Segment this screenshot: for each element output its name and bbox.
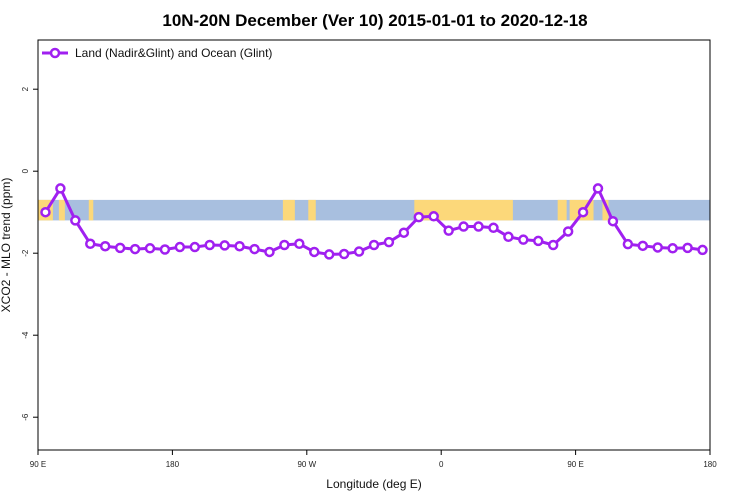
- data-point: [114, 242, 126, 254]
- data-point: [70, 215, 81, 226]
- legend-point-marker: [49, 47, 61, 59]
- x-tick-label: 0: [439, 460, 444, 469]
- legend: Land (Nadir&Glint) and Ocean (Glint): [42, 46, 272, 60]
- data-point: [622, 238, 634, 250]
- data-point: [518, 234, 529, 245]
- data-point: [368, 239, 380, 251]
- land-caribbean: [308, 199, 316, 221]
- x-tick-label: 90 E: [567, 460, 583, 469]
- data-point: [428, 211, 439, 222]
- data-point: [294, 238, 305, 250]
- data-point: [443, 225, 454, 236]
- data-point: [562, 226, 574, 237]
- y-tick-label: 2: [21, 86, 30, 91]
- data-point: [682, 242, 693, 254]
- data-point: [234, 240, 245, 252]
- data-point: [159, 244, 171, 255]
- x-axis: 90 E 180 90 W 0 90 E 180: [30, 450, 717, 469]
- data-point: [99, 240, 111, 252]
- x-axis-label: Longitude (deg E): [326, 477, 421, 491]
- y-axis: 2 0 -2 -4 -6: [21, 86, 38, 421]
- chart-title: 10N-20N December (Ver 10) 2015-01-01 to …: [162, 11, 587, 30]
- data-point: [279, 239, 290, 251]
- data-point: [129, 243, 141, 255]
- data-point: [264, 246, 275, 258]
- x-tick-label: 90 E: [30, 460, 46, 469]
- data-point: [309, 246, 320, 258]
- x-tick-label: 180: [166, 460, 180, 469]
- data-point: [488, 222, 499, 234]
- data-point: [40, 206, 51, 218]
- data-point: [667, 243, 678, 254]
- y-tick-label: -4: [21, 331, 30, 339]
- data-point: [249, 243, 260, 255]
- data-point: [652, 242, 663, 253]
- data-point: [85, 238, 96, 250]
- land-india-tip: [557, 199, 567, 221]
- data-point: [697, 244, 708, 256]
- series-layer: [40, 183, 708, 260]
- data-point: [338, 248, 350, 260]
- data-point: [533, 235, 544, 247]
- plot-frame: [37, 39, 711, 451]
- y-tick-label: -6: [21, 413, 30, 421]
- data-point: [547, 239, 559, 251]
- data-point: [607, 215, 619, 227]
- data-point: [592, 183, 604, 194]
- y-axis-label: XCO2 - MLO trend (ppm): [0, 178, 13, 313]
- data-point: [353, 246, 365, 257]
- data-point: [473, 221, 484, 232]
- ocean-area: [38, 199, 710, 221]
- data-point: [219, 240, 230, 251]
- data-point: [323, 249, 335, 260]
- land-central-america: [282, 199, 295, 221]
- land-islands-1: [58, 199, 65, 221]
- y-tick-label: -2: [21, 249, 30, 257]
- data-point: [55, 183, 66, 194]
- data-point: [174, 241, 186, 253]
- land-africa-arabia: [414, 199, 513, 221]
- data-point: [458, 221, 469, 232]
- land-islands-3: [602, 199, 609, 221]
- y-tick-label: 0: [21, 168, 30, 173]
- land-islands-2: [88, 199, 94, 221]
- data-point: [383, 236, 395, 248]
- data-point: [503, 231, 514, 243]
- x-tick-label: 90 W: [297, 460, 316, 469]
- world-map-band: [38, 199, 710, 221]
- data-point: [204, 239, 215, 251]
- data-point: [144, 243, 156, 254]
- x-tick-label: 180: [703, 460, 717, 469]
- legend-label: Land (Nadir&Glint) and Ocean (Glint): [75, 46, 272, 60]
- data-point: [637, 240, 649, 252]
- data-point: [577, 206, 589, 218]
- data-point: [413, 211, 425, 223]
- data-point: [189, 241, 201, 253]
- data-point: [398, 227, 410, 238]
